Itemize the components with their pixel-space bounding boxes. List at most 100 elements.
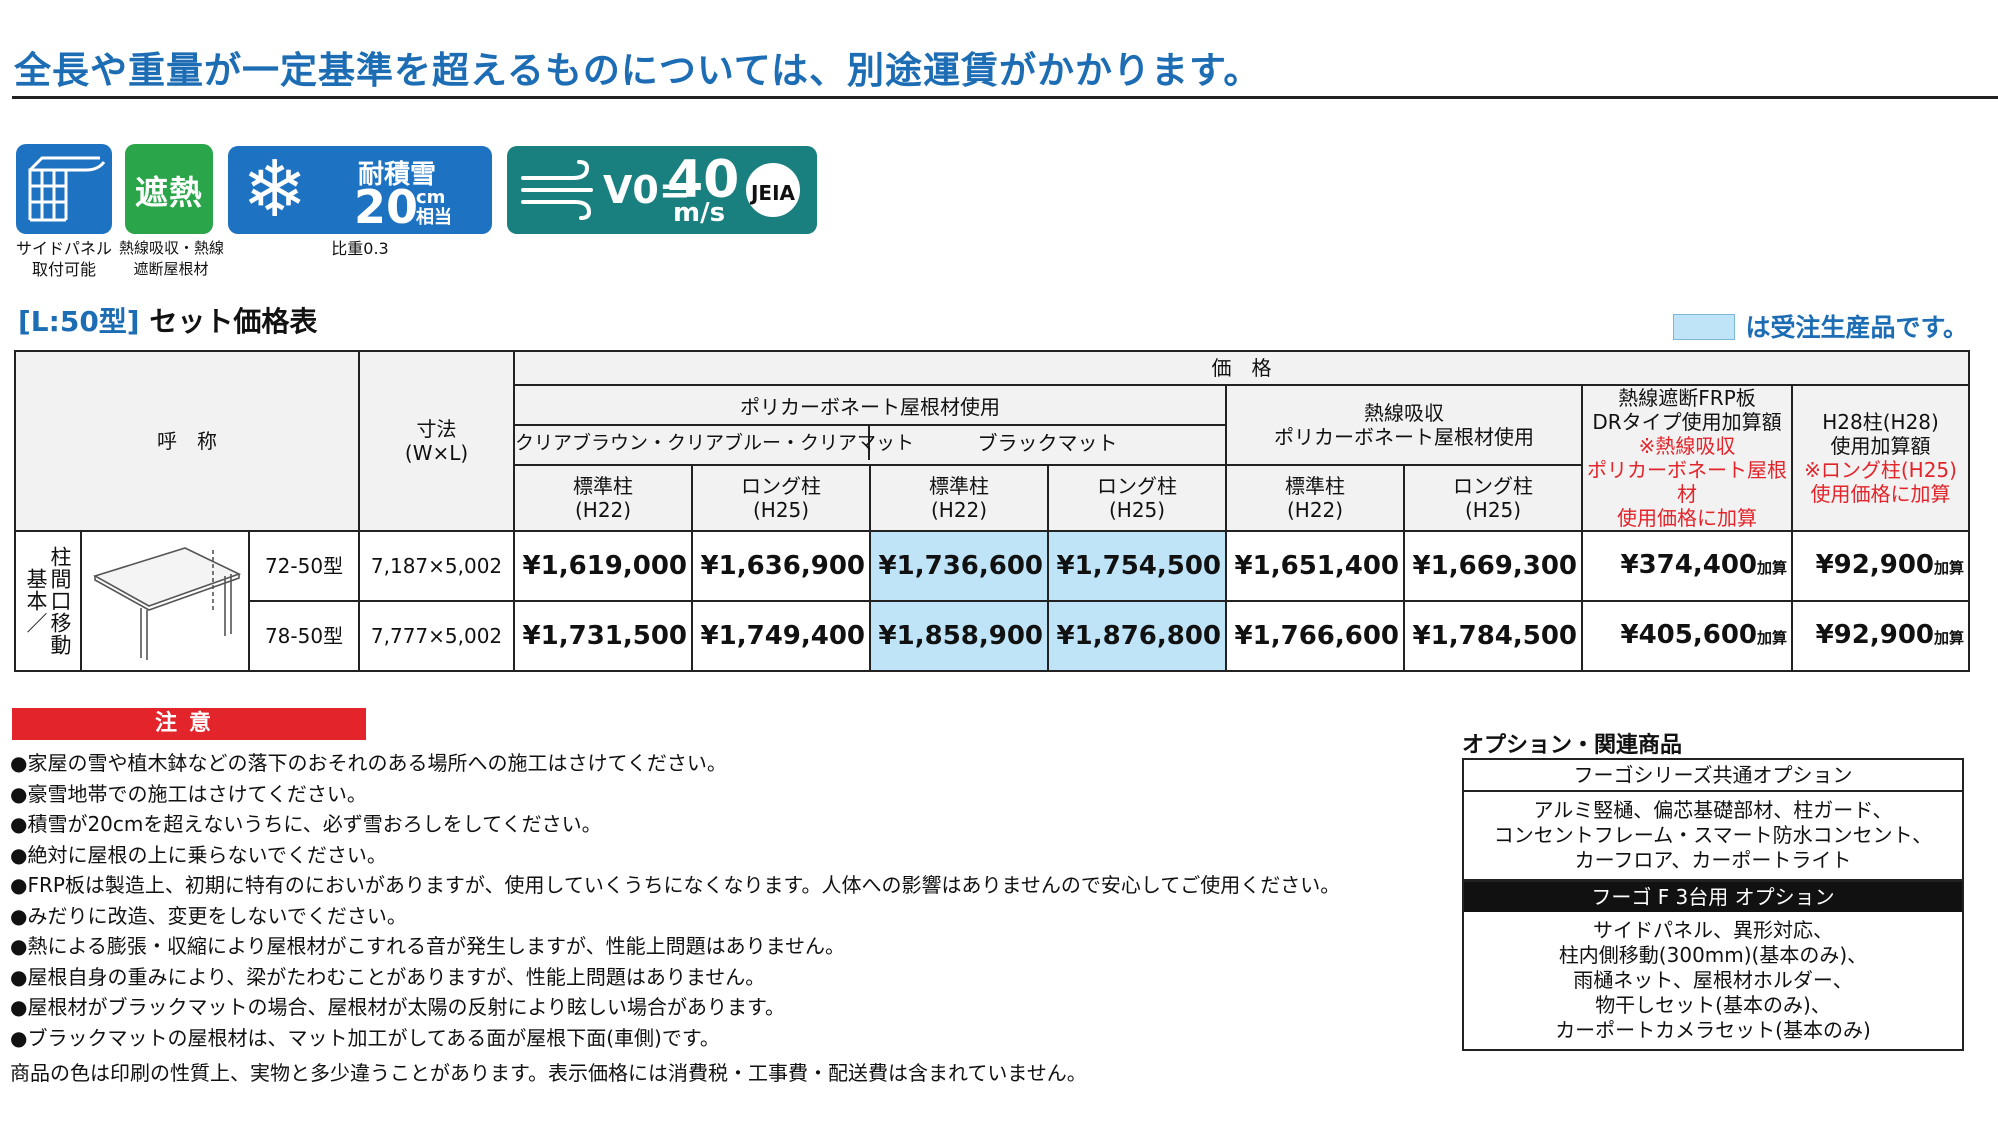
f3-option-line: 雨樋ネット、屋根材ホルダー、 (1573, 968, 1853, 992)
common-option-line: コンセントフレーム・スマート防水コンセント、 (1493, 823, 1933, 847)
carport-icon (92, 546, 242, 660)
row-group-label: 基本／ 柱間口移動 (14, 530, 82, 672)
black-matte-group-label: ブラックマット (977, 430, 1118, 455)
post-label: 標準柱 (573, 473, 634, 498)
notice-item: ●屋根自身の重みにより、梁がたわむことがありますが、性能上問題はありません。 (10, 964, 766, 989)
price-cell: ¥1,766,600 (1225, 600, 1406, 672)
post-label: ロング柱 (1097, 473, 1178, 498)
snowflake-icon: ❄ (242, 145, 308, 235)
notice-item: ●熱による膨張・収縮により屋根材がこすれる音が発生しますが、性能上問題はありませ… (10, 934, 846, 958)
side-panel-icon (28, 156, 106, 222)
price-cell-made-to-order: ¥1,876,800 (1047, 600, 1228, 672)
jeia-logo: JEIA (743, 160, 803, 220)
clear-group-label: クリアブラウン・クリアブルー・クリアマット (515, 425, 914, 460)
post-label: 標準柱 (1285, 473, 1346, 498)
snow-load-unit-equiv: 相当 (416, 207, 452, 228)
h28-header-1: H28柱(H28) (1822, 410, 1939, 434)
price-cell: ¥1,619,000 (513, 530, 694, 602)
made-to-order-swatch (1673, 314, 1736, 340)
add-amount: ¥92,900 (1815, 619, 1935, 650)
add-suffix: 加算 (1934, 558, 1965, 577)
price-cell: ¥1,651,400 (1225, 530, 1406, 602)
side-panel-badge (16, 144, 112, 234)
carport-illustration (80, 530, 250, 672)
clear-long-post-header: ロング柱 (H25) (691, 463, 872, 533)
post-height: (H22) (930, 497, 988, 522)
polycarbonate-group-label: ポリカーボネート屋根材使用 (515, 390, 1226, 426)
wind-speed-prefix: V0= (603, 168, 691, 212)
side-panel-caption-2: 取付可能 (31, 260, 96, 279)
notice-item: ●家屋の雪や植木鉢などの落下のおそれのある場所への施工はさけてください。 (10, 751, 727, 775)
notice-item: ●FRP板は製造上、初期に特有のにおいがありますが、使用していくうちになくなりま… (10, 873, 1341, 897)
f3-option-line: 柱内側移動(300mm)(基本のみ)、 (1558, 943, 1868, 967)
table-row: 78-50型 7,777×5,002 ¥1,731,500 ¥1,749,400… (15, 600, 1971, 672)
clear-std-post-header: 標準柱 (H22) (513, 463, 694, 533)
size-header-2: (W×L) (404, 441, 469, 465)
snow-load-badge: ❄ 耐積雪 20 cm 相当 (228, 146, 492, 234)
heat-std-post-header: 標準柱 (H22) (1225, 463, 1406, 533)
frp-header-2: DRタイプ使用加算額 (1592, 410, 1782, 434)
heat-shield-caption-1: 熱線吸収・熱線 (119, 239, 225, 257)
heat-absorb-group-1: 熱線吸収 (1364, 400, 1445, 425)
add-amount: ¥405,600 (1620, 619, 1758, 650)
notice-item: ●ブラックマットの屋根材は、マット加工がしてある面が屋根下面(車側)です。 (10, 1025, 720, 1050)
post-height: (H25) (1108, 497, 1166, 522)
heat-absorb-group-header: 熱線吸収 ポリカーボネート屋根材使用 (1225, 384, 1584, 466)
size-cell: 7,777×5,002 (358, 600, 516, 672)
frp-add-cell: ¥374,400加算 (1581, 530, 1794, 602)
f3-option-line: 物干しセット(基本のみ)、 (1595, 993, 1831, 1017)
side-panel-caption-1: サイドパネル (15, 239, 112, 258)
f3-options-box: フーゴ F 3台用 オプション サイドパネル、異形対応、 柱内側移動(300mm… (1462, 880, 1964, 1051)
heat-shield-label: 遮熱 (135, 173, 203, 212)
price-cell: ¥1,749,400 (691, 600, 872, 672)
post-label: 標準柱 (929, 473, 990, 498)
price-header: 価 格 (513, 350, 1971, 386)
made-to-order-legend: は受注生産品です。 (1673, 308, 1968, 344)
price-cell: ¥1,784,500 (1403, 600, 1584, 672)
model-cell: 72-50型 (247, 530, 361, 602)
h28-add-cell: ¥92,900加算 (1791, 530, 1971, 602)
table-row: 基本／ 柱間口移動 72-50型 7,187×5,002 ¥1,619,0 (14, 530, 1971, 672)
notice-item: ●積雪が20cmを超えないうちに、必ず雪おろしをしてください。 (10, 812, 602, 836)
notice-item: ●みだりに改造、変更をしないでください。 (10, 903, 407, 928)
snow-load-caption: 比重0.3 (331, 239, 389, 258)
notice-footer: 商品の色は印刷の性質上、実物と多少違うことがあります。表示価格には消費税・工事費… (10, 1061, 1087, 1085)
price-table: 呼 称 寸法 (W×L) 価 格 ポリカーボネート屋根材使用 クリアブラウン・ク… (13, 350, 1971, 672)
price-cell: ¥1,636,900 (691, 530, 872, 602)
heat-shield-caption-2: 遮断屋根材 (133, 260, 209, 278)
add-suffix: 加算 (1757, 628, 1788, 647)
snow-load-unit: cm 相当 (416, 188, 452, 228)
f3-option-line: カーポートカメラセット(基本のみ) (1555, 1018, 1871, 1042)
post-height: (H22) (574, 497, 632, 522)
wind-speed-value: 40 (667, 150, 740, 210)
price-cell: ¥1,669,300 (1403, 530, 1584, 602)
add-suffix: 加算 (1934, 628, 1965, 647)
heat-long-post-header: ロング柱 (H25) (1403, 463, 1584, 533)
model-cell: 78-50型 (247, 600, 361, 672)
table-title-model: [L:50型] (18, 305, 140, 338)
h28-header-2: 使用加算額 (1830, 434, 1931, 458)
table-title-text: セット価格表 (149, 305, 318, 338)
name-header: 呼 称 (13, 350, 361, 532)
common-option-line: カーフロア、カーポートライト (1574, 848, 1852, 872)
add-suffix: 加算 (1757, 558, 1788, 577)
f3-options-header: フーゴ F 3台用 オプション (1464, 882, 1962, 912)
price-cell-made-to-order: ¥1,754,500 (1047, 530, 1228, 602)
heat-shield-badge: 遮熱 (125, 144, 213, 234)
common-options-header: フーゴシリーズ共通オプション (1464, 760, 1962, 792)
add-amount: ¥92,900 (1815, 549, 1935, 580)
row-group-label-2: 基本／ (24, 568, 48, 634)
f3-option-line: サイドパネル、異形対応、 (1593, 918, 1833, 942)
options-title: オプション・関連商品 (1462, 733, 1683, 758)
notice-list: ●家屋の雪や植木鉢などの落下のおそれのある場所への施工はさけてください。 ●豪雪… (10, 748, 1340, 1053)
post-height: (H22) (1286, 497, 1344, 522)
wind-icon (521, 160, 593, 220)
price-cell-made-to-order: ¥1,736,600 (869, 530, 1050, 602)
frp-add-cell: ¥405,600加算 (1581, 600, 1794, 672)
size-header-1: 寸法 (416, 417, 457, 441)
snow-load-label: 耐積雪 (358, 160, 437, 190)
size-cell: 7,187×5,002 (358, 530, 516, 602)
h28-header: H28柱(H28) 使用加算額 ※ロング柱(H25) 使用価格に加算 (1791, 384, 1971, 532)
post-height: (H25) (752, 497, 810, 522)
made-to-order-text: は受注生産品です。 (1745, 313, 1968, 342)
